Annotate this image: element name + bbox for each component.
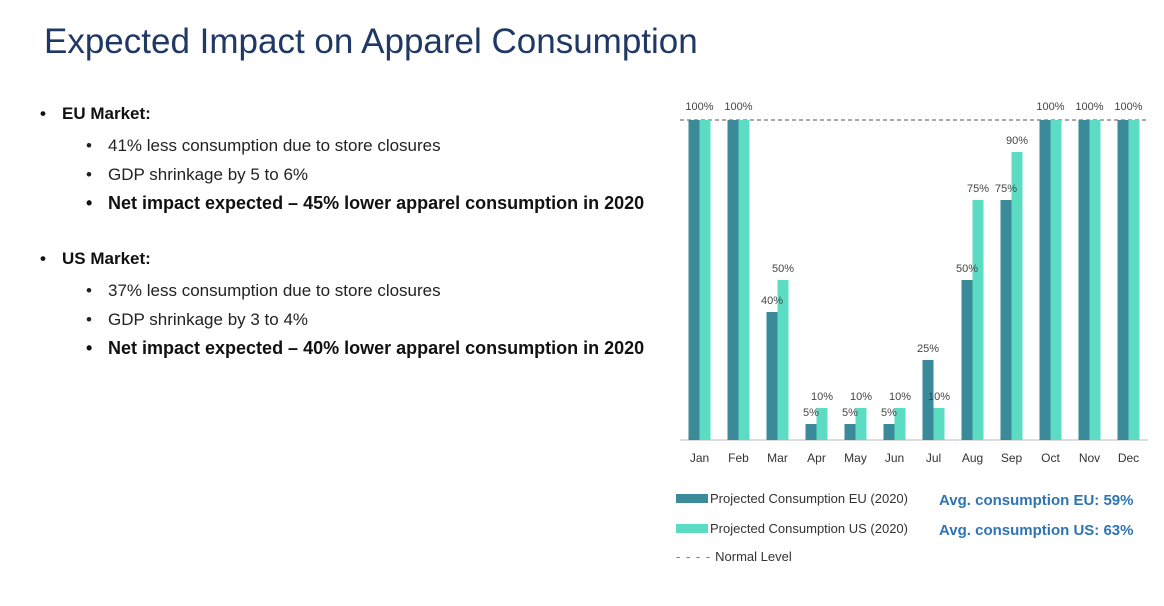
bar-us-oct	[1051, 120, 1062, 440]
bar-eu-nov	[1079, 120, 1090, 440]
avg-consumption-us: Avg. consumption US: 63%	[939, 522, 1133, 539]
bullet-icon: •	[86, 134, 108, 157]
market-heading-label: US Market:	[62, 249, 151, 269]
list-item-text: Net impact expected – 40% lower apparel …	[108, 337, 644, 360]
bar-eu-mar	[767, 312, 778, 440]
legend-label-us: Projected Consumption US (2020)	[710, 521, 908, 536]
bar-us-sep	[1012, 152, 1023, 440]
data-label-us-may: 10%	[850, 391, 872, 403]
data-label-top-jan: 100%	[685, 101, 713, 113]
bullet-icon: •	[86, 337, 108, 360]
chart-container: Jan 100% Feb 100% Mar 40% 50% Apr 5% 10% May 5% 10% J…	[664, 92, 1154, 492]
list-item-text: 41% less consumption due to store closur…	[108, 134, 441, 157]
us-points: • 37% less consumption due to store clos…	[86, 279, 650, 360]
tick-label-feb: Feb	[728, 451, 749, 465]
list-item: • Net impact expected – 45% lower appare…	[86, 192, 650, 215]
data-label-eu-mar: 40%	[761, 295, 783, 307]
data-label-us-jul: 10%	[928, 391, 950, 403]
bar-us-feb	[739, 120, 750, 440]
data-label-eu-apr: 5%	[803, 407, 819, 419]
bar-eu-oct	[1040, 120, 1051, 440]
chart-legend: Projected Consumption EU (2020) Avg. con…	[676, 491, 1156, 571]
bullet-list: • EU Market: • 41% less consumption due …	[40, 104, 650, 394]
data-label-eu-aug: 50%	[956, 263, 978, 275]
list-item-text: Net impact expected – 45% lower apparel …	[108, 192, 644, 215]
list-item-text: GDP shrinkage by 5 to 6%	[108, 163, 308, 186]
data-label-top-feb: 100%	[724, 101, 752, 113]
tick-label-jul: Jul	[926, 451, 941, 465]
bar-eu-may	[845, 424, 856, 440]
tick-label-dec: Dec	[1118, 451, 1139, 465]
market-section-us: • US Market: • 37% less consumption due …	[40, 249, 650, 360]
legend-swatch-us	[676, 524, 708, 533]
data-label-eu-jun: 5%	[881, 407, 897, 419]
bar-us-aug	[973, 200, 984, 440]
list-item: • 41% less consumption due to store clos…	[86, 134, 650, 157]
bar-eu-dec	[1118, 120, 1129, 440]
bar-eu-aug	[962, 280, 973, 440]
bullet-icon: •	[40, 249, 62, 269]
market-heading-label: EU Market:	[62, 104, 151, 124]
data-label-us-jun: 10%	[889, 391, 911, 403]
data-label-top-oct: 100%	[1036, 101, 1064, 113]
legend-item-eu: Projected Consumption EU (2020)	[676, 491, 908, 506]
tick-label-aug: Aug	[962, 451, 983, 465]
bar-eu-jun	[884, 424, 895, 440]
eu-points: • 41% less consumption due to store clos…	[86, 134, 650, 215]
bar-us-jul	[934, 408, 945, 440]
bar-eu-sep	[1001, 200, 1012, 440]
list-item: • GDP shrinkage by 5 to 6%	[86, 163, 650, 186]
legend-label-normal: Normal Level	[715, 549, 792, 564]
list-item: • Net impact expected – 40% lower appare…	[86, 337, 650, 360]
data-label-eu-jul: 25%	[917, 343, 939, 355]
tick-label-nov: Nov	[1079, 451, 1100, 465]
data-label-top-nov: 100%	[1075, 101, 1103, 113]
bullet-icon: •	[40, 104, 62, 124]
bullet-icon: •	[86, 192, 108, 215]
bar-eu-jan	[689, 120, 700, 440]
bar-eu-feb	[728, 120, 739, 440]
data-label-us-aug: 75%	[967, 183, 989, 195]
bullet-icon: •	[86, 308, 108, 331]
data-label-eu-sep: 75%	[995, 183, 1017, 195]
bullet-icon: •	[86, 163, 108, 186]
bullet-icon: •	[86, 279, 108, 302]
tick-label-sep: Sep	[1001, 451, 1023, 465]
market-section-eu: • EU Market: • 41% less consumption due …	[40, 104, 650, 215]
data-label-us-apr: 10%	[811, 391, 833, 403]
data-label-top-dec: 100%	[1114, 101, 1142, 113]
market-heading: • EU Market:	[40, 104, 650, 128]
avg-consumption-eu: Avg. consumption EU: 59%	[939, 492, 1133, 509]
market-heading: • US Market:	[40, 249, 650, 273]
data-label-us-mar: 50%	[772, 263, 794, 275]
legend-swatch-eu	[676, 494, 708, 503]
legend-item-normal: - - - - Normal Level	[676, 549, 792, 564]
list-item: • GDP shrinkage by 3 to 4%	[86, 308, 650, 331]
tick-label-jun: Jun	[885, 451, 904, 465]
list-item-text: GDP shrinkage by 3 to 4%	[108, 308, 308, 331]
tick-label-jan: Jan	[690, 451, 709, 465]
bar-chart: Jan 100% Feb 100% Mar 40% 50% Apr 5% 10% May 5% 10% J…	[664, 92, 1154, 492]
tick-label-may: May	[844, 451, 867, 465]
legend-item-us: Projected Consumption US (2020)	[676, 521, 908, 536]
tick-label-mar: Mar	[767, 451, 788, 465]
page-title: Expected Impact on Apparel Consumption	[44, 22, 698, 62]
tick-label-oct: Oct	[1041, 451, 1060, 465]
list-item: • 37% less consumption due to store clos…	[86, 279, 650, 302]
list-item-text: 37% less consumption due to store closur…	[108, 279, 441, 302]
legend-label-eu: Projected Consumption EU (2020)	[710, 491, 908, 506]
legend-dash-icon: - - - -	[676, 549, 711, 564]
bar-us-nov	[1090, 120, 1101, 440]
tick-label-apr: Apr	[807, 451, 826, 465]
data-label-us-sep: 90%	[1006, 135, 1028, 147]
data-label-eu-may: 5%	[842, 407, 858, 419]
bar-us-dec	[1129, 120, 1140, 440]
bar-eu-apr	[806, 424, 817, 440]
bar-us-jan	[700, 120, 711, 440]
